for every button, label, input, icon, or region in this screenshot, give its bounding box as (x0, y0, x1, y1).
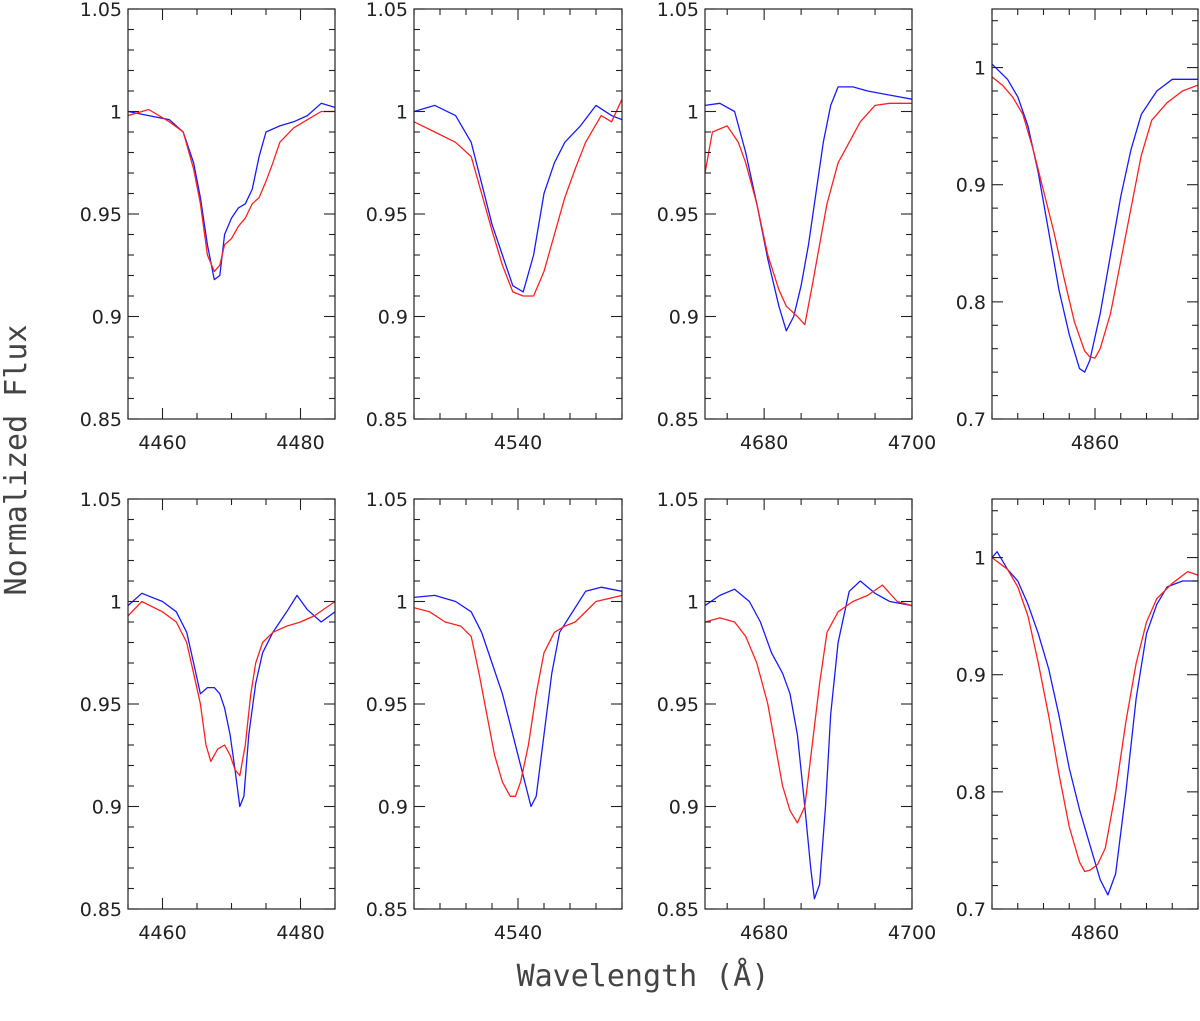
y-tick-label: 0.85 (657, 899, 699, 921)
y-tick-label: 0.9 (956, 175, 986, 197)
y-tick-label: 1.05 (366, 489, 408, 511)
y-tick-label: 0.95 (80, 694, 122, 716)
panel-frame (704, 8, 913, 420)
y-tick-label: 1.05 (657, 0, 699, 21)
y-tick-label: 0.95 (366, 204, 408, 226)
x-axis-title: Wavelength (Å) (517, 958, 770, 994)
y-tick-label: 0.9 (378, 307, 408, 329)
series-blue-line (705, 86, 912, 332)
y-tick-label: 1.05 (80, 0, 122, 21)
y-tick-label: 1 (396, 592, 408, 614)
y-tick-label: 0.95 (80, 204, 122, 226)
series-red-line (705, 102, 912, 326)
y-tick-label: 1 (110, 102, 122, 124)
y-tick-label: 0.85 (80, 409, 122, 431)
panel-r1c1: 0.85 0.9 0.95 1 1.05 4460 4480 (80, 0, 336, 454)
panel-r1c4: 0.7 0.8 0.9 1 4860 (956, 8, 1199, 454)
y-tick-label: 1 (974, 58, 986, 80)
x-tick-label: 4700 (888, 432, 936, 454)
y-tick-label: 0.95 (657, 204, 699, 226)
panel-r2c2: 0.85 0.9 0.95 1 1.05 4540 (366, 489, 623, 944)
y-tick-label: 0.9 (669, 307, 699, 329)
y-tick-label: 1.05 (657, 489, 699, 511)
series-red-line (414, 594, 622, 797)
x-tick-label: 4680 (740, 432, 788, 454)
panel-frame (127, 8, 336, 420)
y-tick-label: 1.05 (366, 0, 408, 21)
panel-r2c3: 0.85 0.9 0.95 1 1.05 4680 4700 (657, 489, 936, 944)
y-tick-label: 0.8 (956, 782, 986, 804)
panel-frame (413, 8, 623, 420)
series-blue-line (414, 104, 622, 293)
y-tick-label: 0.9 (92, 307, 122, 329)
series-blue-line (992, 63, 1198, 373)
panel-frame (991, 498, 1199, 910)
y-tick-label: 1.05 (80, 489, 122, 511)
y-tick-label: 0.9 (378, 797, 408, 819)
series-blue-line (705, 580, 912, 900)
y-tick-label: 1 (974, 548, 986, 570)
series-blue-line (992, 551, 1198, 896)
x-tick-label: 4860 (1071, 922, 1119, 944)
y-tick-label: 0.85 (366, 899, 408, 921)
y-tick-label: 0.9 (956, 665, 986, 687)
series-blue-line (128, 102, 335, 281)
x-tick-label: 4540 (494, 922, 542, 944)
x-tick-label: 4680 (740, 922, 788, 944)
y-tick-label: 0.7 (956, 899, 986, 921)
series-red-line (992, 76, 1198, 359)
y-tick-label: 0.9 (92, 797, 122, 819)
y-tick-label: 0.8 (956, 292, 986, 314)
panel-r1c3: 0.85 0.9 0.95 1 1.05 4680 4700 (657, 0, 936, 454)
series-red-line (992, 557, 1198, 873)
x-tick-label: 4540 (494, 432, 542, 454)
series-red-line (705, 584, 912, 824)
panels: 0.85 0.9 0.95 1 1.05 4460 4480 0.85 0.9 0.95 1 1.05… (80, 0, 1199, 944)
panel-frame (413, 498, 623, 910)
series-blue-line (414, 586, 622, 808)
x-tick-label: 4700 (888, 922, 936, 944)
y-tick-label: 1 (396, 102, 408, 124)
y-tick-label: 0.85 (80, 899, 122, 921)
y-tick-label: 0.95 (657, 694, 699, 716)
y-tick-label: 0.85 (366, 409, 408, 431)
y-tick-label: 0.9 (669, 797, 699, 819)
y-axis-title: Normalized Flux (0, 325, 34, 596)
series-red-line (414, 98, 622, 297)
panel-r1c2: 0.85 0.9 0.95 1 1.05 4540 (366, 0, 623, 454)
series-red-line (128, 600, 335, 777)
y-tick-label: 0.7 (956, 409, 986, 431)
y-tick-label: 0.95 (366, 694, 408, 716)
y-tick-label: 1 (110, 592, 122, 614)
series-red-line (128, 108, 335, 273)
y-tick-label: 1 (687, 592, 699, 614)
x-tick-label: 4860 (1071, 432, 1119, 454)
x-tick-label: 4460 (138, 922, 186, 944)
panel-r2c4: 0.7 0.8 0.9 1 4860 (956, 498, 1199, 944)
panel-frame (127, 498, 336, 910)
x-tick-label: 4480 (276, 432, 324, 454)
x-tick-label: 4480 (276, 922, 324, 944)
panel-r2c1: 0.85 0.9 0.95 1 1.05 4460 4480 (80, 489, 336, 944)
y-tick-label: 1 (687, 102, 699, 124)
x-tick-label: 4460 (138, 432, 186, 454)
series-blue-line (128, 592, 335, 808)
y-tick-label: 0.85 (657, 409, 699, 431)
